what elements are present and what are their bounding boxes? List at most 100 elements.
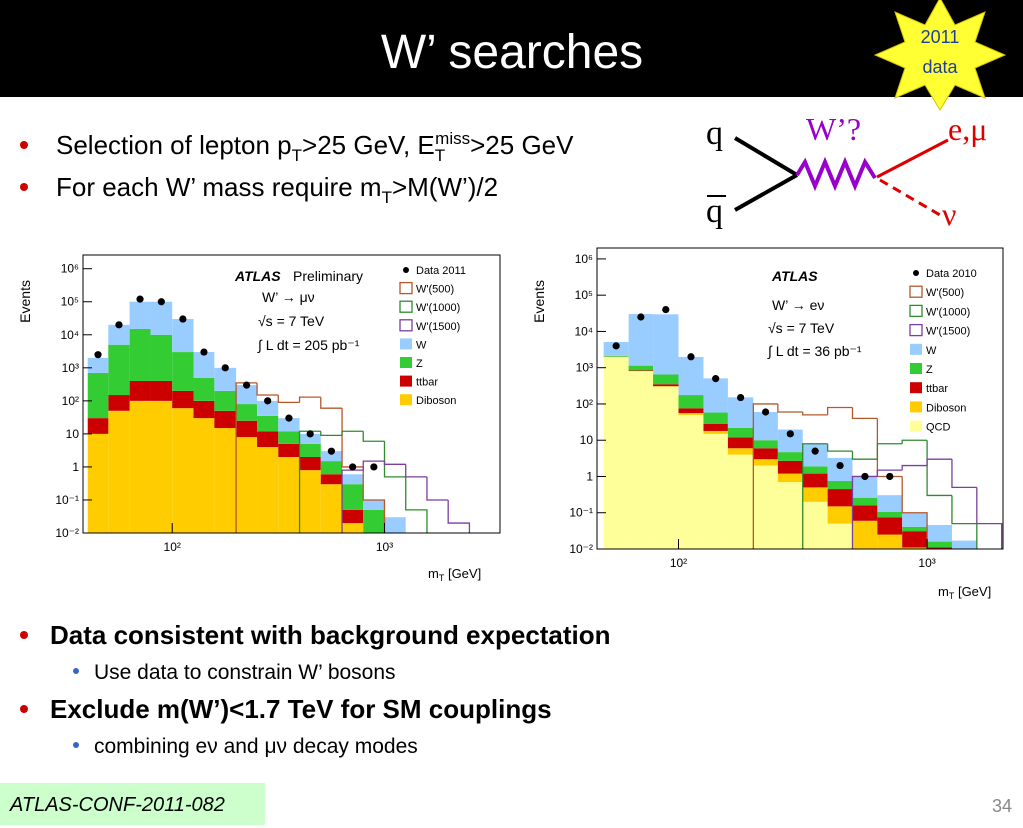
stack-bar	[852, 505, 878, 521]
stack-bar	[299, 443, 321, 457]
stack-bar	[384, 517, 406, 533]
footer-reference: ATLAS-CONF-2011-082	[9, 794, 225, 816]
signal-step	[383, 441, 406, 478]
stack-bar	[877, 534, 903, 549]
badge-text: 2011	[921, 27, 960, 47]
data-point	[712, 375, 720, 383]
badge-text: data	[922, 57, 958, 77]
stack-bar	[278, 431, 300, 444]
annotation: ATLAS	[771, 268, 818, 284]
stack-bar	[278, 418, 300, 432]
stack-bar	[703, 433, 728, 549]
stack-bar	[827, 489, 853, 507]
page-number: 34	[992, 796, 1012, 816]
bullet-text: Data consistent with background expectat…	[50, 620, 611, 650]
legend-marker	[910, 401, 922, 413]
signal-step	[405, 476, 428, 533]
data-point	[306, 430, 314, 438]
data-point	[327, 447, 336, 455]
legend-marker	[400, 394, 412, 406]
stack-bar	[727, 427, 754, 438]
stack-bar	[727, 397, 754, 428]
data-point	[886, 472, 894, 481]
signal-step	[777, 403, 803, 413]
x-axis-label-part: T	[949, 591, 955, 601]
stack-bar	[150, 334, 173, 381]
stack-bar	[703, 424, 728, 431]
legend-marker	[400, 357, 412, 368]
stack-bar	[320, 461, 343, 475]
signal-step	[802, 412, 828, 416]
y-tick-label: 10⁻¹	[55, 493, 79, 507]
legend-label: W'(1000)	[416, 302, 460, 314]
stack-bar	[753, 465, 778, 549]
stack-bar	[87, 418, 109, 434]
stack-bar	[653, 314, 679, 375]
stack-bar	[236, 420, 258, 438]
bullet	[20, 183, 28, 191]
legend-label: W	[416, 339, 427, 351]
legend-label: W'(500)	[416, 284, 454, 296]
stack-bar	[877, 511, 903, 518]
stack-bar	[927, 547, 952, 549]
stack-bar	[777, 460, 803, 474]
legend-marker	[913, 270, 919, 276]
stack-bar	[172, 352, 194, 391]
stack-bar	[827, 457, 853, 482]
bullet	[20, 141, 28, 149]
data-point	[349, 463, 357, 471]
annotation: √s = 7 TeV	[258, 313, 325, 329]
signal-step	[826, 406, 853, 415]
legend-label: QCD	[926, 422, 951, 434]
y-tick-label: 10⁶	[61, 262, 79, 276]
signal-step	[362, 460, 385, 471]
x-axis-label-part: m	[428, 566, 439, 581]
data-point	[811, 447, 819, 455]
signal-step	[951, 459, 977, 489]
signal-step	[851, 407, 878, 420]
stack-bar	[753, 412, 778, 441]
x-axis-label-part: [GeV]	[954, 584, 991, 599]
stack-bar	[902, 531, 928, 548]
signal-step	[447, 499, 471, 533]
badge-star	[873, 0, 1007, 111]
data-point	[285, 414, 293, 422]
data-point	[200, 348, 208, 356]
stack-bar	[628, 365, 654, 371]
diagram-label: ν	[942, 196, 956, 232]
stack-bar	[628, 371, 654, 549]
stack-bar	[802, 443, 828, 467]
stack-bar	[214, 390, 237, 411]
stack-bar	[108, 324, 130, 345]
stack-bar	[777, 482, 803, 549]
x-axis-label: mT [GeV]	[428, 566, 481, 583]
data-point	[612, 342, 620, 350]
stack-bar	[927, 541, 952, 548]
stack-bar	[214, 428, 237, 533]
signal-step	[752, 403, 778, 549]
stack-bar	[603, 356, 629, 549]
stack-bar	[703, 412, 728, 425]
signal-step	[320, 431, 343, 437]
stack-bar	[193, 377, 215, 401]
stack-bar	[172, 319, 194, 353]
legend-label: Z	[926, 364, 933, 376]
stack-bar	[678, 356, 704, 396]
footer-box	[0, 783, 265, 825]
stack-bar	[827, 481, 853, 490]
legend-marker	[399, 319, 413, 332]
stack-bar	[777, 452, 803, 461]
diagram-label: q	[706, 115, 723, 152]
legend-label: Data 2010	[926, 268, 977, 280]
diagram-label: e,μ	[948, 111, 987, 147]
stack-bar	[753, 440, 778, 449]
stack-bar	[753, 448, 778, 460]
stack-bar	[320, 451, 343, 462]
legend-label: Diboson	[926, 402, 966, 414]
data-point	[662, 306, 670, 314]
signal-step	[320, 397, 343, 409]
stack-bar	[278, 443, 300, 457]
signal-step	[876, 469, 903, 477]
stack-bar	[802, 473, 828, 488]
y-tick-label: 10⁴	[60, 328, 79, 342]
